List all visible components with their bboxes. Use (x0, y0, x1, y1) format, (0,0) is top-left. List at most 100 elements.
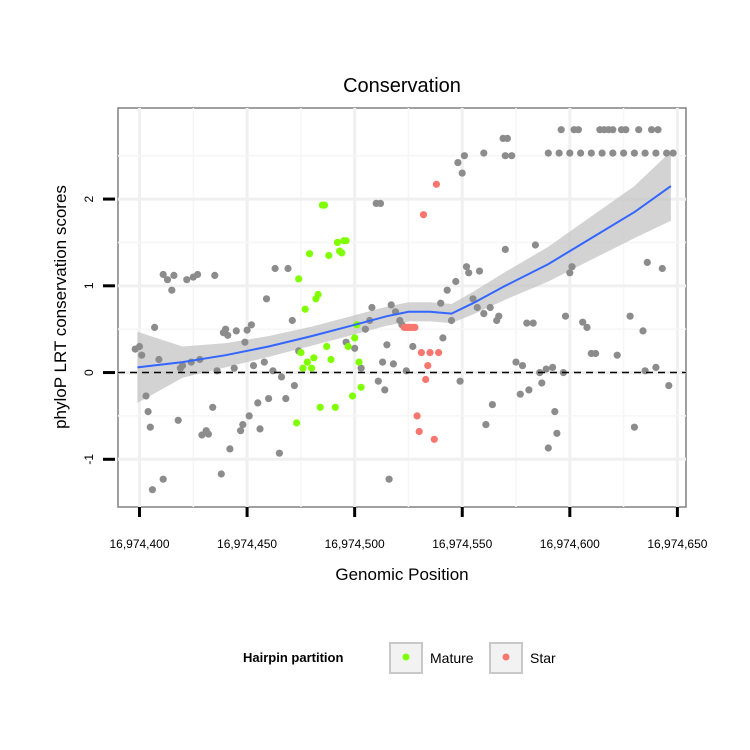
data-point-other (174, 416, 182, 424)
data-point-mature (320, 201, 329, 209)
data-point-other (544, 149, 552, 157)
data-point-mature (351, 334, 359, 342)
data-point-mature (325, 251, 333, 260)
data-point-other (643, 258, 651, 266)
data-point-star (426, 349, 434, 357)
data-point-other (284, 264, 292, 273)
smooth-line-layer (137, 185, 672, 369)
data-point-other (465, 269, 473, 277)
data-point-other (254, 399, 262, 407)
data-point-other (151, 323, 159, 331)
data-point-mature (297, 349, 305, 357)
data-point-other (351, 344, 359, 352)
data-point-other (488, 401, 496, 409)
data-point-other (598, 149, 606, 157)
data-point-other (609, 126, 617, 134)
data-point-mature (355, 358, 363, 366)
data-point-mature (316, 403, 324, 411)
data-point-other (525, 386, 533, 394)
data-point-other (245, 412, 253, 420)
data-point-other (518, 362, 527, 370)
data-point-other (622, 126, 630, 134)
data-point-other (256, 425, 264, 433)
data-point-other (204, 430, 212, 438)
data-point-mature (293, 419, 301, 427)
data-point-other (574, 126, 583, 134)
data-point-other (275, 449, 283, 457)
confidence-ribbon-layer (137, 151, 671, 403)
data-point-other (523, 319, 531, 327)
data-point-other (454, 159, 462, 167)
data-point-other (486, 303, 494, 312)
data-point-mature (327, 355, 335, 364)
data-point-other (503, 134, 511, 142)
data-point-other (385, 475, 393, 483)
data-point-star (432, 180, 440, 188)
data-point-other (260, 358, 268, 366)
data-point-other (183, 276, 191, 284)
data-point-other (641, 367, 649, 375)
data-point-mature (338, 249, 346, 257)
data-point-other (592, 349, 600, 358)
data-point-other (473, 303, 481, 312)
x-tick-label: 16,974,400 (109, 537, 169, 551)
data-point-other (241, 338, 249, 346)
data-point-mature (305, 250, 314, 258)
data-point-other (213, 367, 221, 375)
x-tick-label: 16,974,650 (647, 537, 707, 551)
smooth-line (137, 185, 672, 369)
data-point-other (501, 245, 509, 253)
data-point-mature (295, 275, 303, 283)
data-point-other (383, 341, 391, 349)
data-point-other (217, 470, 225, 478)
data-point-other (159, 475, 167, 483)
data-point-other (577, 149, 585, 157)
data-point-other (609, 149, 617, 157)
data-point-other (456, 377, 464, 385)
data-point-other (508, 152, 516, 160)
data-point-other (495, 312, 503, 320)
data-point-other (529, 319, 537, 327)
data-point-other (639, 327, 647, 335)
data-point-other (658, 264, 666, 273)
data-point-other (155, 355, 163, 364)
data-point-other (282, 395, 290, 403)
data-point-mature (323, 342, 331, 351)
data-point-other (652, 363, 660, 371)
data-point-other (652, 149, 660, 157)
data-point-other (262, 295, 271, 303)
data-point-other (402, 367, 410, 375)
data-point-other (452, 277, 460, 286)
data-point-mature (303, 358, 311, 366)
data-point-other (226, 445, 234, 453)
x-axis-label: Genomic Position (335, 565, 468, 584)
data-point-other (265, 395, 273, 403)
data-point-other (271, 264, 279, 273)
data-point-other (480, 149, 488, 157)
data-point-other (138, 351, 146, 359)
data-point-other (142, 392, 150, 400)
data-point-other (480, 310, 488, 318)
data-point-mature (310, 354, 318, 362)
data-point-other (566, 149, 574, 157)
data-point-mature (301, 305, 309, 313)
legend-dot-star (502, 653, 510, 661)
data-point-other (170, 271, 178, 279)
chart-title: Conservation (343, 75, 461, 97)
data-point-other (669, 149, 677, 157)
data-point-other (538, 379, 546, 387)
data-point-mature (333, 238, 342, 246)
data-point-other (249, 362, 258, 370)
data-point-other (626, 312, 634, 320)
data-point-other (368, 303, 376, 312)
data-point-other (222, 325, 230, 333)
data-point-other (239, 421, 247, 429)
data-point-other (243, 326, 251, 334)
data-point-other (663, 149, 671, 157)
data-point-other (648, 126, 656, 134)
data-point-other (163, 276, 172, 284)
series-star (400, 180, 443, 443)
data-point-other (654, 126, 662, 134)
data-point-mature (331, 403, 339, 411)
x-tick-label: 16,974,550 (432, 537, 492, 551)
